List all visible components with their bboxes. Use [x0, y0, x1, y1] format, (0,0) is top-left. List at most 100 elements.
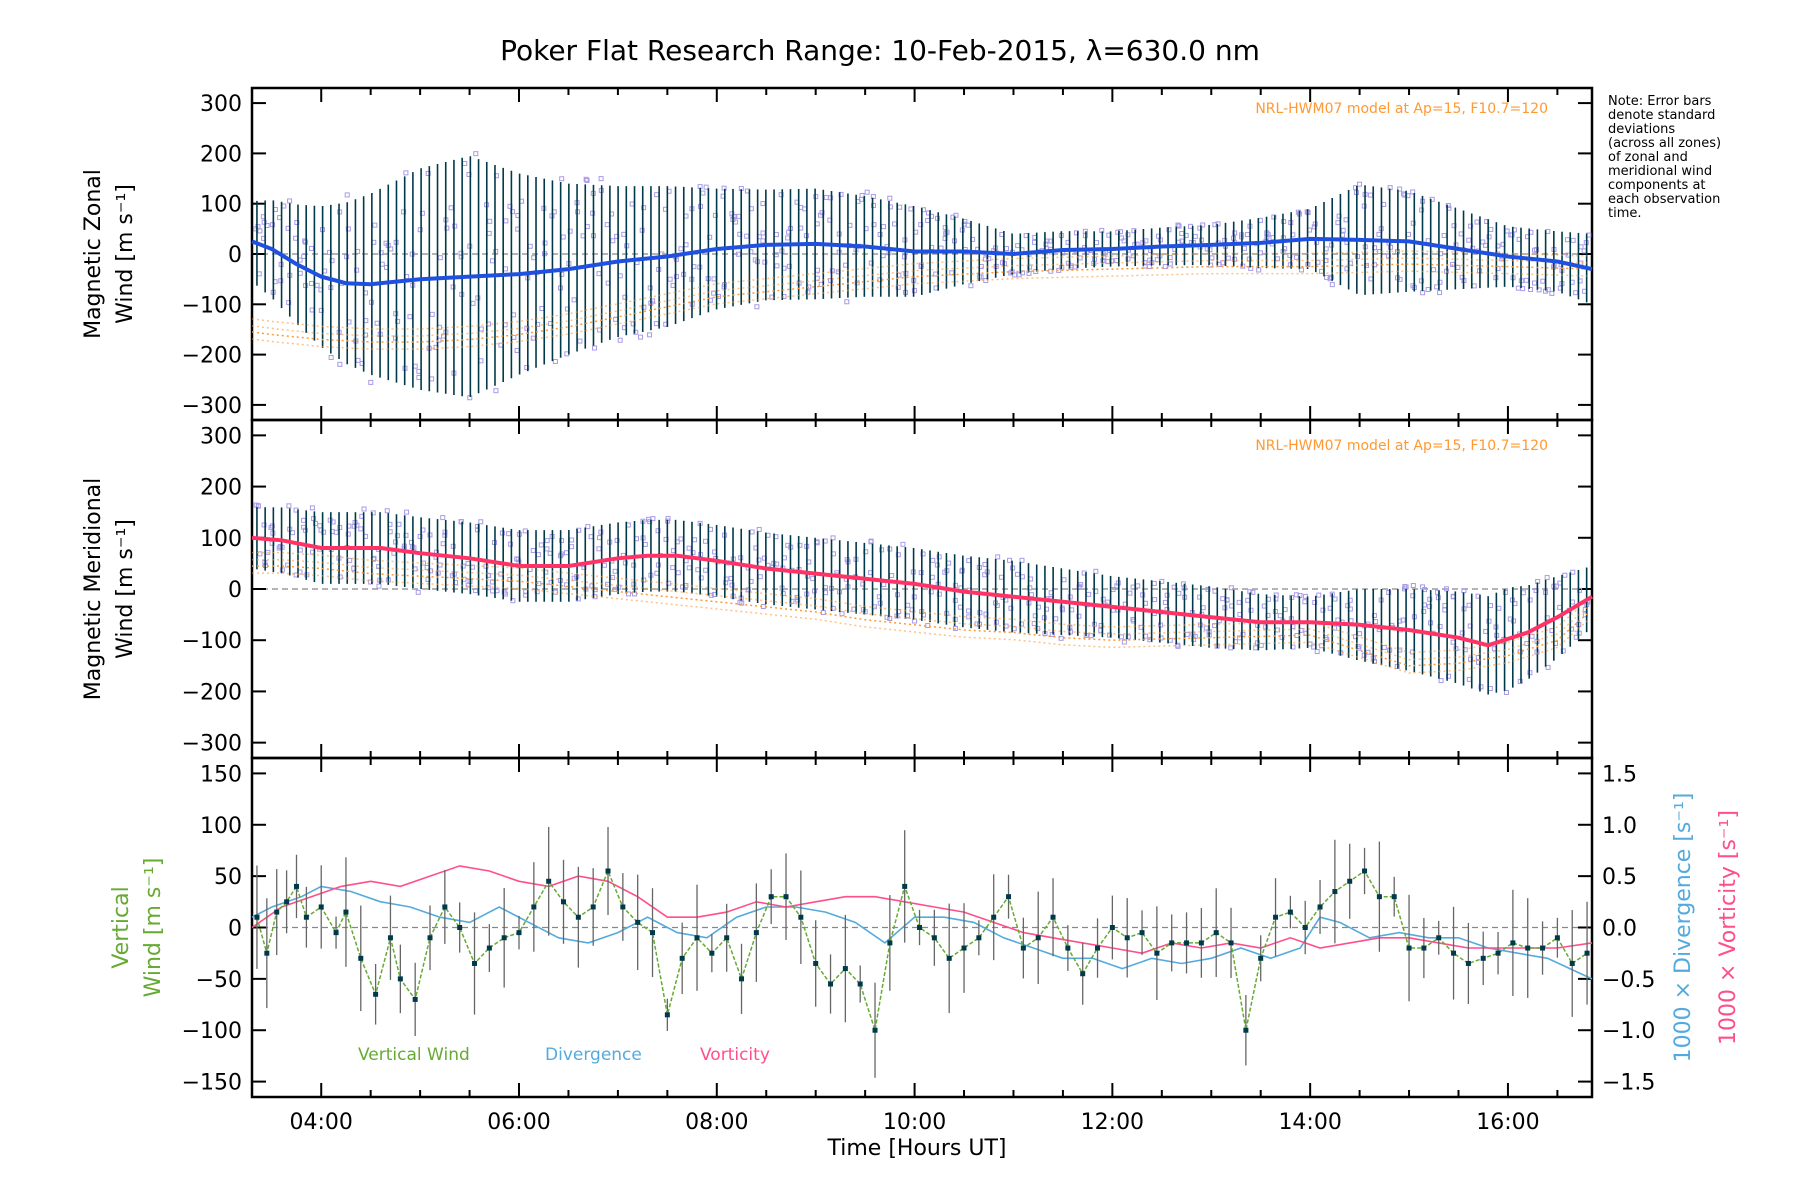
- vertical-wind-point: [946, 955, 952, 961]
- vertical-wind-point: [387, 935, 393, 941]
- zone-point: [425, 170, 431, 176]
- zone-point: [641, 205, 647, 211]
- zone-point: [590, 210, 596, 216]
- zone-point: [588, 534, 594, 540]
- zone-point: [795, 597, 801, 603]
- vertical-wind-point: [857, 981, 863, 987]
- zone-point: [908, 206, 914, 212]
- zone-point: [823, 194, 829, 200]
- zone-point: [374, 320, 380, 326]
- zone-point: [1532, 280, 1538, 286]
- zone-point: [617, 337, 623, 343]
- y-tick-label: 0: [228, 243, 242, 268]
- zone-point: [396, 521, 402, 527]
- zone-point: [1486, 234, 1492, 240]
- y2-tick-label: 1.5: [1602, 762, 1637, 787]
- zone-point: [571, 575, 577, 581]
- zone-point: [1420, 584, 1426, 590]
- vertical-wind-point: [254, 914, 260, 920]
- zone-point: [642, 541, 648, 547]
- vertical-wind-point: [1480, 955, 1486, 961]
- zone-point: [508, 541, 514, 547]
- note-line: time.: [1608, 206, 1642, 221]
- zone-point: [474, 523, 480, 529]
- zone-point: [458, 519, 464, 525]
- vertical-wind-point: [1169, 940, 1175, 946]
- zone-point: [287, 198, 293, 204]
- note-line: (across all zones): [1608, 136, 1721, 151]
- zone-point: [929, 574, 935, 580]
- zone-point: [966, 558, 972, 564]
- zone-point: [859, 192, 865, 198]
- zone-point: [392, 335, 398, 341]
- zone-point: [487, 218, 493, 224]
- zone-point: [773, 232, 779, 238]
- zone-point: [544, 538, 550, 544]
- note-text: Note: Error bars denote standard deviation…: [1608, 94, 1721, 221]
- zone-point: [1043, 241, 1049, 247]
- zone-point: [1418, 278, 1424, 284]
- zone-point: [1474, 219, 1480, 225]
- zone-point: [1086, 591, 1092, 597]
- zone-point: [1340, 227, 1346, 233]
- zone-point: [1180, 581, 1186, 587]
- meridional-mean-line: [251, 535, 1594, 648]
- vertical-wind-point: [1525, 945, 1531, 951]
- vertical-wind-point: [1391, 894, 1397, 900]
- zone-point: [1329, 282, 1335, 288]
- vertical-wind-point: [902, 883, 908, 889]
- zone-point: [1088, 633, 1094, 639]
- zone-point: [610, 238, 616, 244]
- zone-point: [774, 263, 780, 269]
- vertical-wind-point: [472, 960, 478, 966]
- note-line: components at: [1608, 178, 1706, 193]
- zone-point: [347, 557, 353, 563]
- zone-point: [261, 522, 267, 528]
- zone-point: [1015, 243, 1021, 249]
- zone-point: [614, 537, 620, 543]
- zone-point: [1427, 596, 1433, 602]
- zone-point: [762, 259, 768, 265]
- zonal-mean-line: [251, 236, 1593, 287]
- vertical-wind-point: [650, 930, 656, 936]
- zone-point: [478, 326, 484, 332]
- vertical-wind-point: [798, 914, 804, 920]
- zone-point: [653, 321, 659, 327]
- vertical-wind-point: [1243, 1027, 1249, 1033]
- vertical-wind-line: [256, 869, 1588, 1031]
- zone-point: [1368, 276, 1374, 282]
- y2-tick-label: −1.5: [1602, 1071, 1655, 1096]
- vertical-wind-point: [783, 894, 789, 900]
- zone-point: [692, 537, 698, 543]
- zone-point: [297, 547, 303, 553]
- zone-point: [678, 246, 684, 252]
- zone-point: [1263, 624, 1269, 630]
- vertical-panel: 150 100 50 0 −50 −100 −150 Vertical Wind [m s⁻¹]…: [109, 756, 1741, 1135]
- zone-point: [839, 611, 845, 617]
- zone-point: [966, 608, 972, 614]
- zone-point: [473, 151, 479, 157]
- vertical-wind-point: [1139, 930, 1145, 936]
- vertical-wind-point: [1451, 950, 1457, 956]
- vertical-wind-point: [457, 925, 463, 930]
- vertical-wind-point: [709, 950, 715, 956]
- zone-point: [1368, 192, 1374, 198]
- zone-point: [1207, 247, 1213, 253]
- model-label-meridional: NRL-HWM07 model at Ap=15, F10.7=120: [1255, 438, 1548, 454]
- model-curve: [252, 551, 1588, 654]
- zone-point: [631, 562, 637, 568]
- zone-point: [1121, 238, 1127, 244]
- x-tick-label: 14:00: [1278, 1110, 1341, 1135]
- note-line: deviations: [1608, 122, 1675, 137]
- zone-point: [403, 170, 409, 176]
- zone-point: [880, 224, 886, 230]
- vertical-wind-point: [1154, 950, 1160, 956]
- vertical-wind-point: [412, 996, 418, 1002]
- zone-point: [535, 552, 541, 558]
- zone-point: [870, 194, 876, 200]
- zone-point: [1245, 597, 1251, 603]
- zone-point: [655, 528, 661, 534]
- zone-point: [778, 192, 784, 198]
- zone-point: [552, 358, 558, 364]
